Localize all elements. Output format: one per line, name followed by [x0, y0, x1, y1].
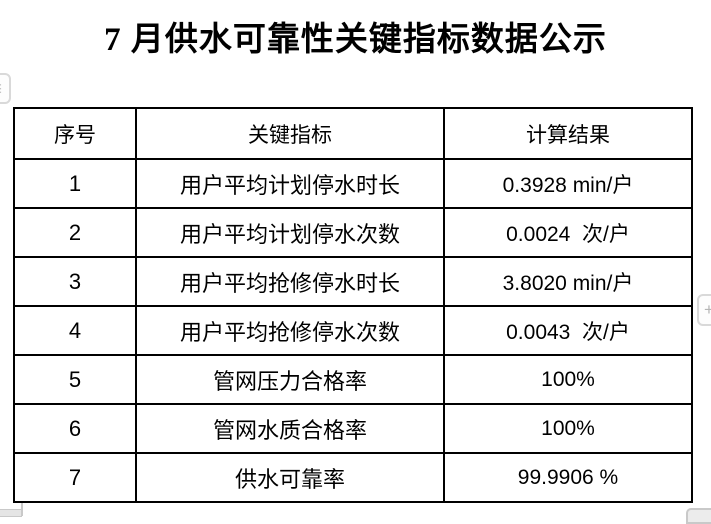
cell-result: 100%	[443, 354, 693, 405]
cell-serial-number: 3	[13, 256, 137, 307]
cell-result: 0.0043 次/户	[443, 305, 693, 356]
kpi-table: 序号 关键指标 计算结果 1 用户平均计划停水时长 0.3928 min/户 2…	[13, 107, 693, 503]
scrollbar-corner-fragment[interactable]	[686, 508, 711, 524]
cell-result: 0.0024 次/户	[443, 207, 693, 258]
plus-icon: +	[704, 300, 711, 319]
header-key-indicator: 关键指标	[135, 107, 445, 160]
cell-result: 100%	[443, 403, 693, 454]
cell-serial-number: 4	[13, 305, 137, 356]
cell-result: 3.8020 min/户	[443, 256, 693, 307]
drag-handle-dots-icon: ⋮	[0, 82, 6, 95]
cell-indicator: 供水可靠率	[135, 452, 445, 503]
cell-serial-number: 2	[13, 207, 137, 258]
cell-serial-number: 5	[13, 354, 137, 405]
cell-serial-number: 6	[13, 403, 137, 454]
cell-result: 0.3928 min/户	[443, 158, 693, 209]
table-row: 7 供水可靠率 99.9906 %	[13, 452, 693, 503]
table-row: 4 用户平均抢修停水次数 0.0043 次/户	[13, 305, 693, 356]
table-drag-handle[interactable]: ⋮	[0, 73, 11, 104]
table-row: 3 用户平均抢修停水时长 3.8020 min/户	[13, 256, 693, 307]
table-row: 5 管网压力合格率 100%	[13, 354, 693, 405]
header-calc-result: 计算结果	[443, 107, 693, 160]
cell-serial-number: 1	[13, 158, 137, 209]
insert-row-plus-button[interactable]: +	[697, 294, 711, 326]
cell-result: 99.9906 %	[443, 452, 693, 503]
horizontal-scrollbar-fragment[interactable]	[0, 509, 22, 517]
page-title: 7 月供水可靠性关键指标数据公示	[104, 22, 607, 58]
cell-serial-number: 7	[13, 452, 137, 503]
table-row: 1 用户平均计划停水时长 0.3928 min/户	[13, 158, 693, 209]
table-row: 2 用户平均计划停水次数 0.0024 次/户	[13, 207, 693, 258]
cell-indicator: 用户平均计划停水次数	[135, 207, 445, 258]
cell-indicator: 用户平均计划停水时长	[135, 158, 445, 209]
cell-indicator: 管网压力合格率	[135, 354, 445, 405]
cell-indicator: 管网水质合格率	[135, 403, 445, 454]
scrollbar-tick	[21, 503, 23, 516]
table-header-row: 序号 关键指标 计算结果	[13, 107, 693, 160]
header-serial-number: 序号	[13, 107, 137, 160]
table-row: 6 管网水质合格率 100%	[13, 403, 693, 454]
cell-indicator: 用户平均抢修停水时长	[135, 256, 445, 307]
cell-indicator: 用户平均抢修停水次数	[135, 305, 445, 356]
